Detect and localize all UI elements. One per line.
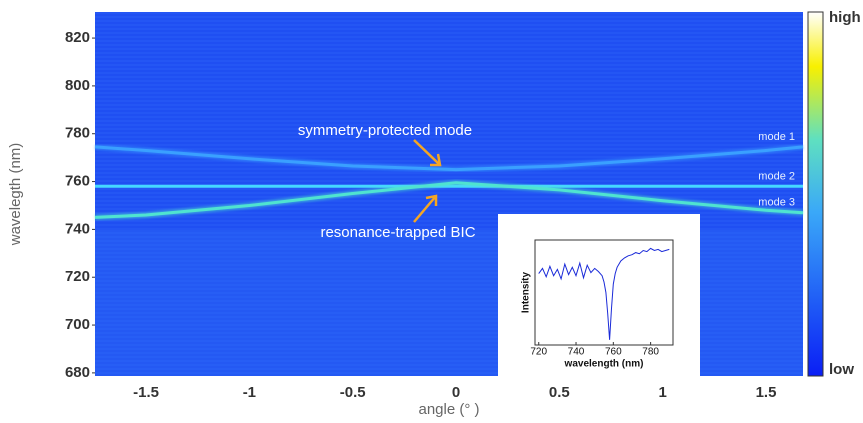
- colorbar: [807, 11, 824, 377]
- x-tick-label: -1: [243, 384, 256, 401]
- heatmap: [95, 12, 803, 376]
- y-tick-label: 720: [65, 268, 90, 285]
- x-tick-label: 720: [530, 347, 547, 358]
- y-tick-label: 800: [65, 77, 90, 94]
- x-tick-label: 1.5: [756, 384, 777, 401]
- x-tick-label: -0.5: [340, 384, 366, 401]
- x-axis-label: angle (° ): [418, 401, 479, 418]
- annotation: resonance-trapped BIC: [320, 224, 475, 241]
- x-tick-label: 0: [452, 384, 460, 401]
- x-axis-label: wavelength (nm): [564, 359, 644, 370]
- y-axis-label: Intensity: [521, 272, 532, 314]
- inset-panel: [498, 214, 700, 376]
- legend-entry: mode 3: [758, 197, 795, 209]
- y-tick-label: 820: [65, 29, 90, 46]
- legend-entry: mode 2: [758, 170, 795, 182]
- main-plot: -1.5 -1 -0.5 0 0.5 1 1.5 680 700 720 740 760 780 800 8…: [7, 29, 804, 418]
- y-tick-label: 760: [65, 173, 90, 190]
- colorbar-label: high: [829, 9, 861, 26]
- y-tick-label: 700: [65, 316, 90, 333]
- x-tick-label: 760: [605, 347, 622, 358]
- series-line: [94, 181, 804, 219]
- y-tick-label: 780: [65, 125, 90, 142]
- y-tick-label: 740: [65, 220, 90, 237]
- x-tick-label: 1: [659, 384, 667, 401]
- x-tick-label: 740: [568, 347, 585, 358]
- inset-frame: [534, 239, 674, 346]
- y-axis-label: wavelegth (nm): [7, 143, 24, 247]
- x-tick-label: 780: [642, 347, 659, 358]
- arrows: [413, 139, 442, 223]
- y-tick-label: 680: [65, 364, 90, 381]
- colorbar-label: low: [829, 361, 854, 378]
- x-tick-label: -1.5: [133, 384, 159, 401]
- annotation: symmetry-protected mode: [298, 122, 472, 139]
- legend-entry: mode 1: [758, 131, 795, 143]
- series-line: [94, 145, 804, 172]
- x-tick-label: 0.5: [549, 384, 570, 401]
- series-line: [538, 247, 670, 340]
